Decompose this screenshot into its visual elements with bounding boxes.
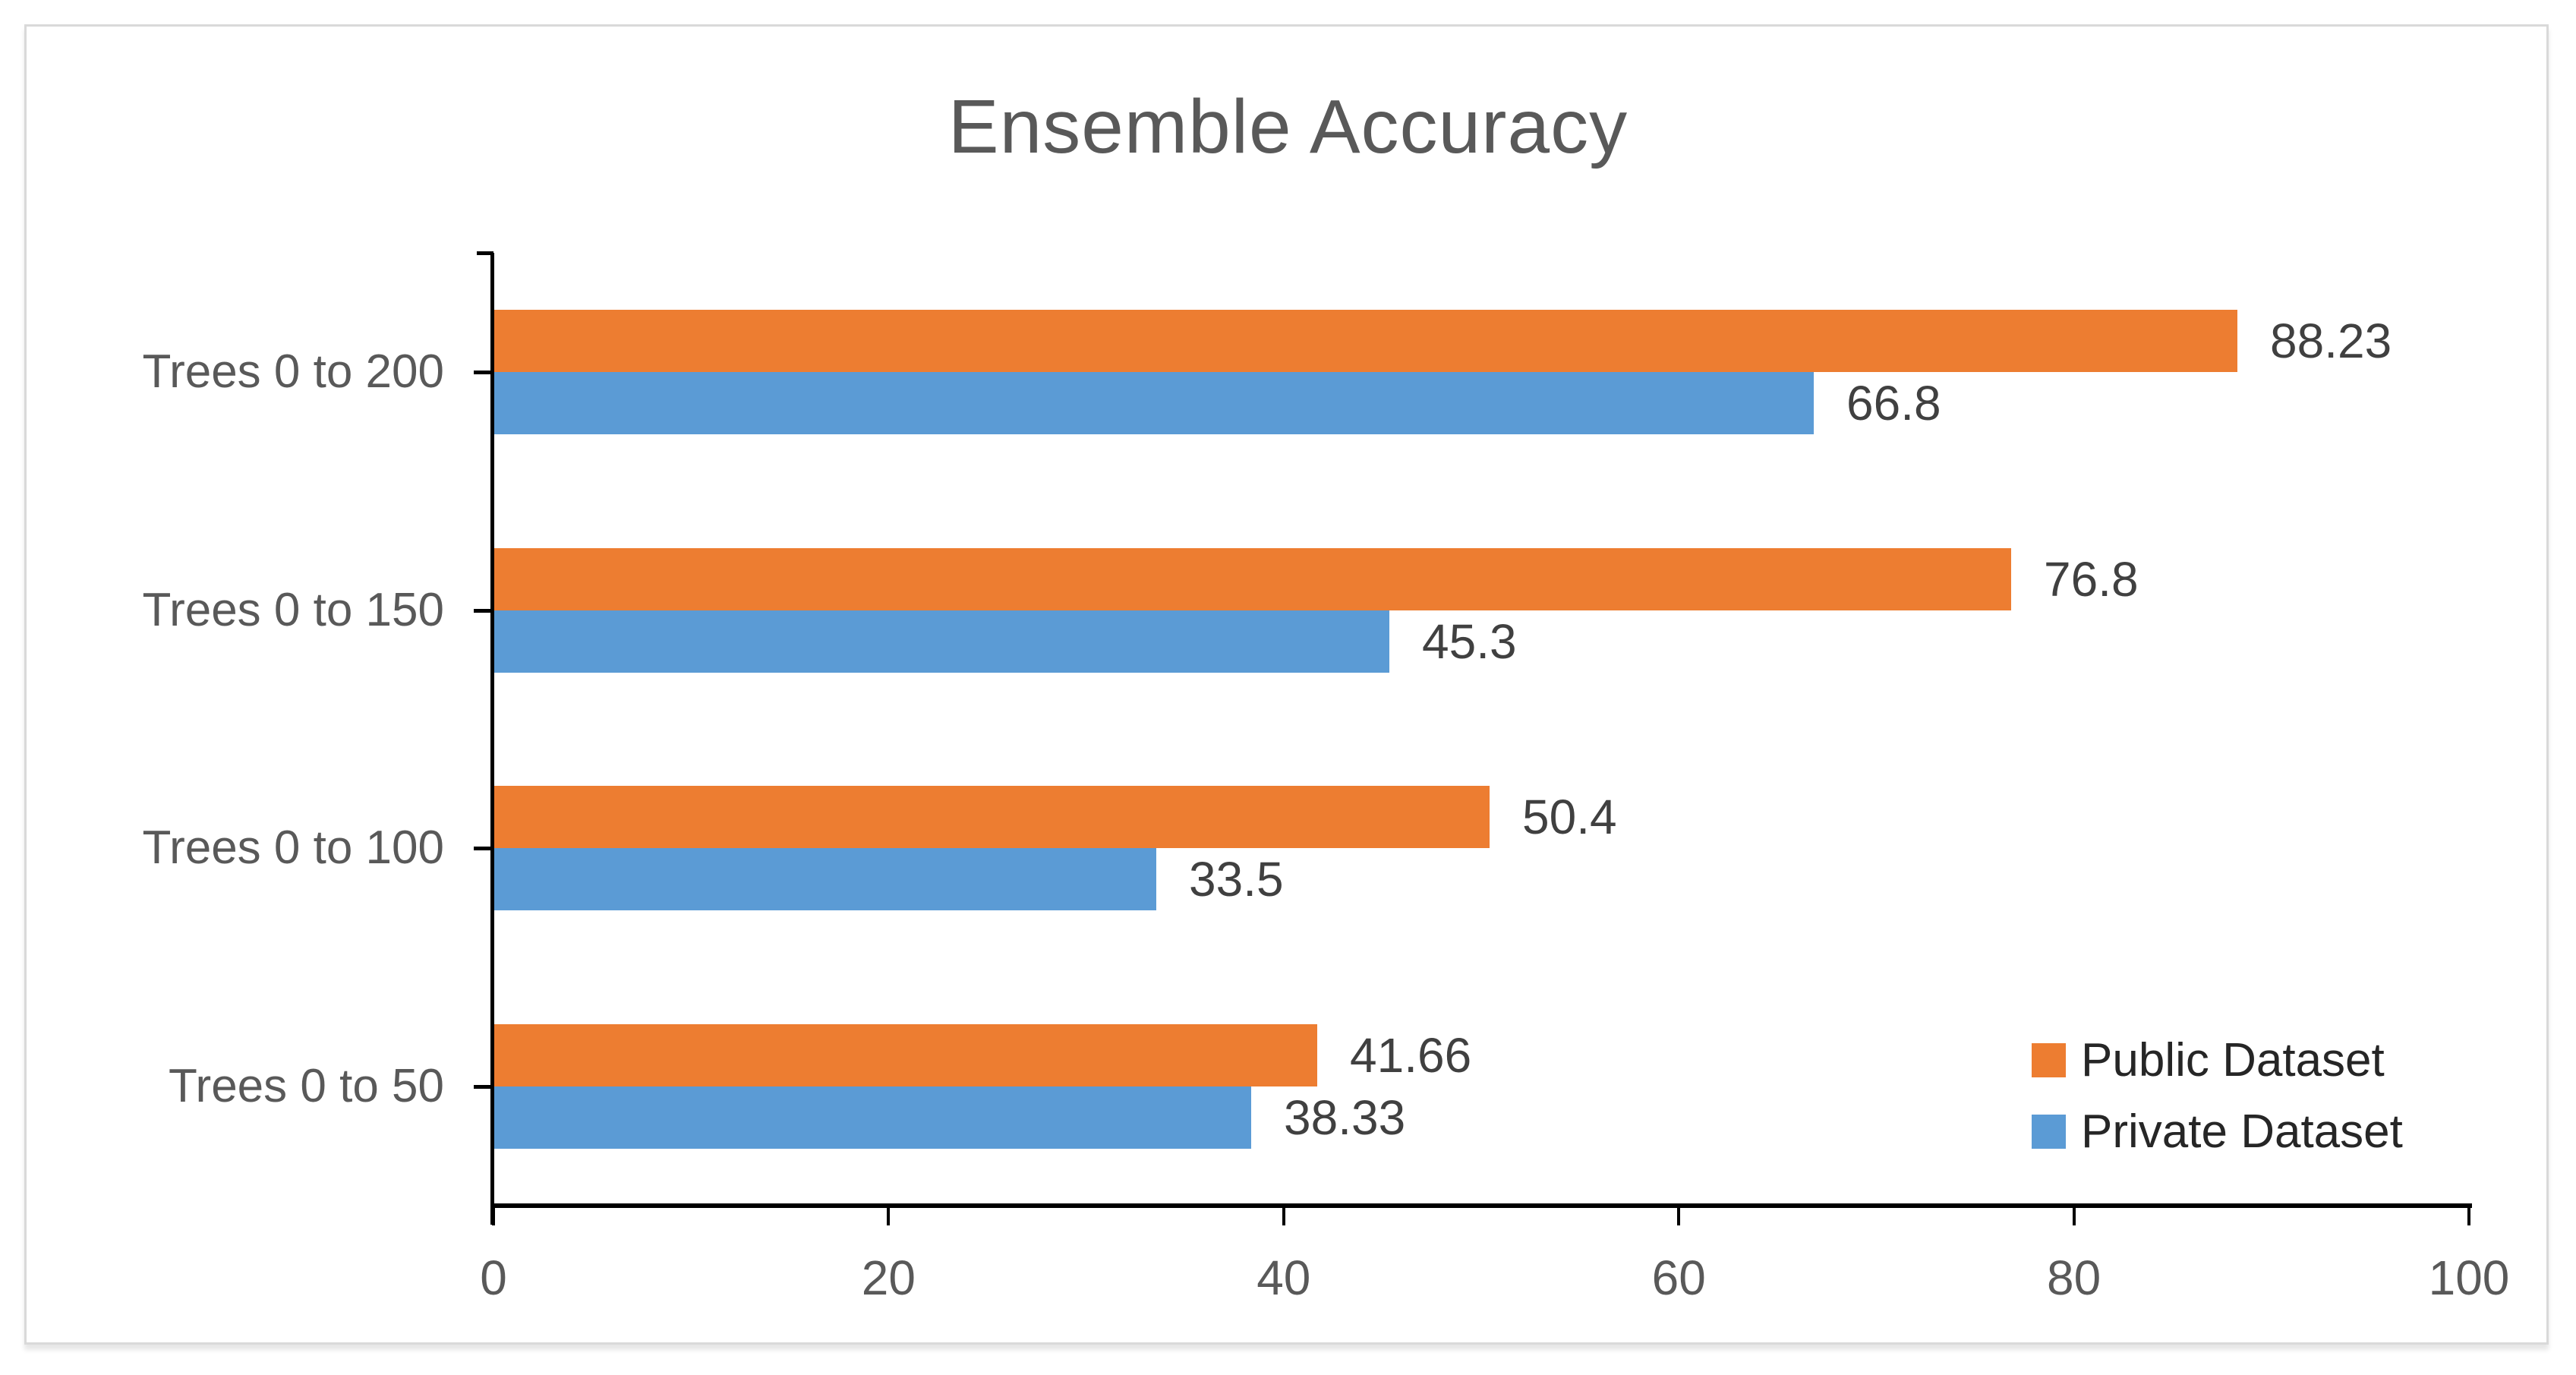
value-label: 45.3 xyxy=(1422,613,1517,669)
category-label: Trees 0 to 50 xyxy=(168,1060,444,1113)
y-axis-tick xyxy=(474,608,493,613)
y-axis-tick xyxy=(474,370,493,374)
y-axis-tick xyxy=(474,847,493,851)
legend-label: Private Dataset xyxy=(2081,1105,2403,1158)
y-axis-line xyxy=(490,253,494,1225)
y-axis-top-tick xyxy=(477,251,493,255)
x-tick-label: 40 xyxy=(1256,1250,1311,1305)
value-label: 41.66 xyxy=(1350,1028,1472,1083)
x-tick-label: 0 xyxy=(480,1250,507,1305)
x-tick-label: 100 xyxy=(2428,1250,2510,1305)
bar-public-dataset xyxy=(494,309,2237,372)
chart-frame xyxy=(24,24,2549,1345)
bar-public-dataset xyxy=(494,547,2011,610)
x-axis-tick xyxy=(492,1206,495,1225)
value-label: 33.5 xyxy=(1189,852,1284,907)
bar-public-dataset xyxy=(494,1024,1317,1087)
category-label: Trees 0 to 200 xyxy=(142,345,445,398)
category-label: Trees 0 to 150 xyxy=(142,583,445,636)
x-axis-tick xyxy=(1282,1206,1285,1225)
x-axis-tick xyxy=(2467,1206,2470,1225)
value-label: 88.23 xyxy=(2270,313,2392,368)
value-label: 76.8 xyxy=(2044,551,2139,607)
x-tick-label: 80 xyxy=(2047,1250,2101,1305)
legend-swatch-icon xyxy=(2032,1042,2066,1077)
legend-item-private-dataset: Private Dataset xyxy=(2032,1096,2403,1167)
x-tick-label: 60 xyxy=(1651,1250,1706,1305)
x-tick-label: 20 xyxy=(861,1250,916,1305)
bar-private-dataset xyxy=(494,848,1156,911)
legend: Public Dataset Private Dataset xyxy=(2032,1024,2403,1167)
legend-label: Public Dataset xyxy=(2081,1033,2385,1086)
y-axis-tick xyxy=(474,1085,493,1090)
bar-private-dataset xyxy=(494,610,1389,673)
value-label: 38.33 xyxy=(1284,1090,1406,1146)
legend-swatch-icon xyxy=(2032,1114,2066,1149)
bar-private-dataset xyxy=(494,1086,1251,1150)
bar-public-dataset xyxy=(494,786,1490,849)
chart-title: Ensemble Accuracy xyxy=(947,84,1629,169)
bar-private-dataset xyxy=(494,371,1814,434)
value-label: 66.8 xyxy=(1846,375,1941,430)
category-label: Trees 0 to 100 xyxy=(142,822,445,875)
x-axis-line xyxy=(491,1203,2472,1208)
legend-item-public-dataset: Public Dataset xyxy=(2032,1024,2403,1096)
x-axis-tick xyxy=(887,1206,891,1225)
x-axis-tick xyxy=(1677,1206,1681,1225)
value-label: 50.4 xyxy=(1522,790,1617,845)
x-axis-tick xyxy=(2072,1206,2076,1225)
